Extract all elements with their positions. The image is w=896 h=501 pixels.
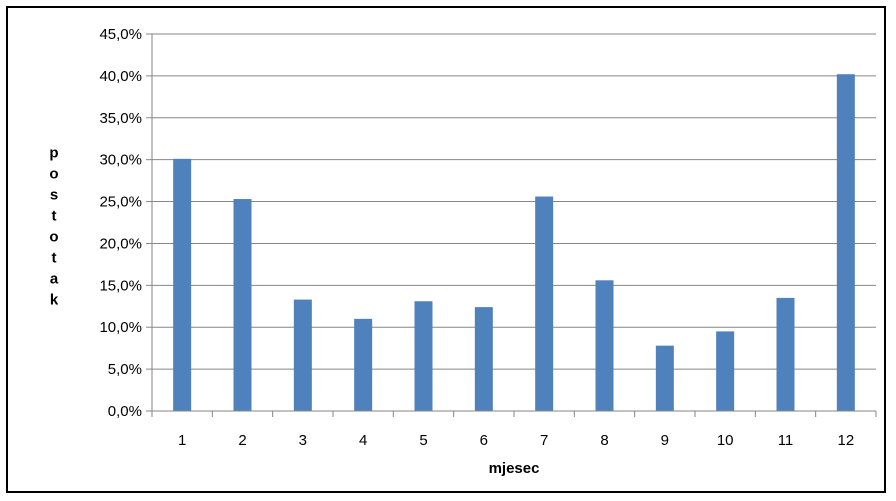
x-tick-label: 6 — [480, 432, 488, 449]
x-tick-label: 9 — [661, 432, 669, 449]
x-axis-title: mjesec — [489, 460, 540, 477]
x-tick-label: 2 — [238, 432, 246, 449]
bar — [595, 280, 614, 411]
y-tick-label: 40,0% — [99, 68, 142, 85]
chart-frame — [6, 6, 886, 493]
bar — [716, 331, 735, 411]
y-tick-label: 20,0% — [99, 235, 142, 252]
x-tick-labels: 1 2 3 4 5 6 7 8 9 10 11 12 — [178, 432, 854, 449]
x-tick-label: 11 — [778, 432, 794, 449]
bars — [173, 74, 855, 412]
x-tick-label: 3 — [299, 432, 307, 449]
x-tick-label: 1 — [178, 432, 186, 449]
y-tick-label: 25,0% — [99, 194, 142, 211]
x-tick-label: 4 — [359, 432, 367, 449]
x-tick-label: 5 — [419, 432, 427, 449]
y-tick-label: 35,0% — [99, 110, 142, 127]
y-tick-labels: 0,0% 5,0% 10,0% 15,0% 20,0% 25,0% 30,0% 35,0% 40… — [99, 26, 142, 420]
y-tick-label: 15,0% — [99, 277, 142, 294]
x-tick-label: 8 — [600, 432, 608, 449]
y-tick-label: 10,0% — [99, 319, 142, 336]
y-tick-label: 30,0% — [99, 152, 142, 169]
bar — [293, 299, 312, 411]
y-tick-label: 0,0% — [108, 403, 142, 420]
bar — [836, 74, 855, 412]
x-tick-label: 12 — [837, 432, 854, 449]
axes — [146, 33, 877, 417]
x-tick-label: 7 — [540, 432, 548, 449]
bar — [655, 345, 674, 411]
bar — [474, 307, 493, 411]
bar — [173, 158, 192, 411]
bar — [535, 196, 554, 411]
bar — [414, 301, 433, 411]
gridlines — [152, 33, 876, 370]
bar — [354, 318, 373, 411]
y-tick-label: 45,0% — [99, 26, 142, 43]
y-tick-label: 5,0% — [108, 361, 142, 378]
bar — [776, 297, 795, 411]
bar — [233, 199, 252, 411]
x-tick-label: 10 — [717, 432, 734, 449]
